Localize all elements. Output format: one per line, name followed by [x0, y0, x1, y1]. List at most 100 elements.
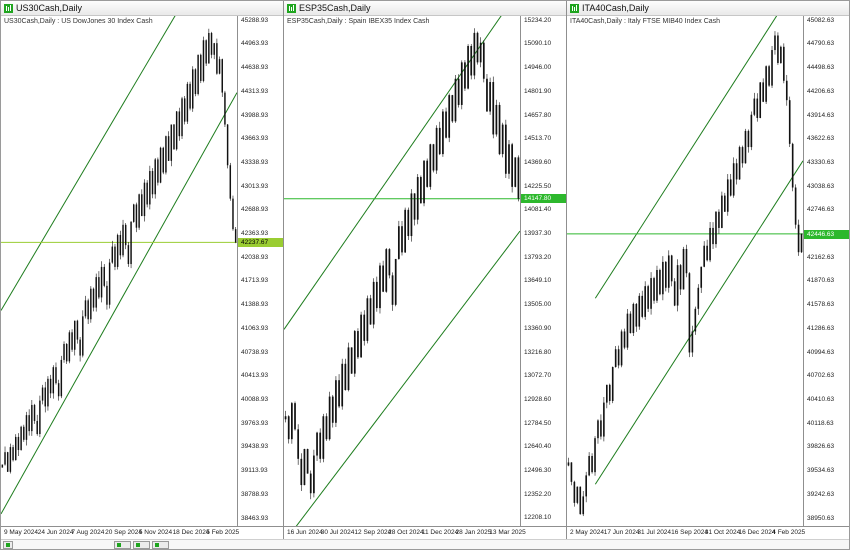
date-axis-label: 7 Aug 2024	[71, 529, 105, 536]
trendline[interactable]	[1, 92, 237, 515]
chart-plot-area[interactable]: ESP35Cash,Daily : Spain IBEX35 Index Cas…	[284, 16, 520, 526]
price-axis[interactable]: 45082.63 44790.63 44498.63 44206.63 43914.63…	[803, 16, 849, 526]
candle-body	[724, 195, 726, 212]
chart-window-title: ESP35Cash,Daily	[299, 3, 371, 13]
candle-body	[517, 157, 520, 199]
price-axis-label: 39438.93	[241, 443, 269, 451]
candle-body	[407, 209, 410, 237]
price-axis[interactable]: 15234.20 15090.10 14946.00 14801.90 14657.80…	[520, 16, 566, 526]
candle-body	[495, 104, 498, 135]
candle-body	[60, 359, 63, 397]
candle-body	[388, 249, 391, 276]
candle-body	[656, 269, 658, 301]
candlestick-chart[interactable]	[567, 16, 803, 526]
date-axis[interactable]: 2 May 2024 17 Jun 2024 31 Jul 2024 16 Sep 2…	[567, 526, 849, 539]
price-axis-label: 14946.00	[524, 64, 552, 72]
candle-body	[186, 83, 189, 122]
candle-body	[744, 130, 747, 164]
date-axis-label: 18 Dec 2024	[172, 529, 210, 536]
chart-plot-area[interactable]: ITA40Cash,Daily : Italy FTSE MIB40 Index…	[567, 16, 803, 526]
date-axis-label: 28 Jan 2025	[455, 529, 492, 536]
candle-body	[189, 83, 191, 109]
candle-body	[234, 229, 237, 243]
candle-body	[294, 403, 296, 430]
date-axis[interactable]: 9 May 2024 24 Jun 2024 7 Aug 2024 20 Sep 20…	[1, 526, 283, 539]
candle-body	[579, 486, 582, 515]
candle-body	[229, 165, 232, 199]
candle-body	[232, 198, 234, 230]
candle-body	[632, 303, 635, 334]
chart-icon	[4, 3, 13, 13]
candle-body	[759, 82, 762, 118]
candle-body	[688, 273, 691, 353]
trendline[interactable]	[284, 230, 520, 526]
chart-window-titlebar[interactable]: ESP35Cash,Daily	[284, 1, 566, 16]
candle-body	[284, 416, 287, 420]
candle-body	[319, 432, 322, 459]
candle-body	[738, 147, 741, 180]
candlestick-series	[567, 31, 803, 517]
candle-body	[588, 455, 590, 476]
candle-body	[28, 415, 30, 432]
candle-body	[338, 380, 340, 407]
chart-symbol-label: ESP35Cash,Daily : Spain IBEX35 Index Cas…	[287, 18, 430, 25]
trendline[interactable]	[1, 16, 237, 311]
candle-body	[165, 136, 167, 173]
price-axis-label: 44638.93	[241, 64, 269, 72]
minimized-chart-button[interactable]	[114, 541, 131, 549]
chart-window-title: US30Cash,Daily	[16, 3, 83, 13]
trendline[interactable]	[594, 16, 803, 299]
candle-body	[95, 277, 97, 308]
chart-plot-area[interactable]: US30Cash,Daily : US DowJones 30 Index Ca…	[1, 16, 237, 526]
price-axis-label: 38950.63	[807, 514, 835, 522]
candle-body	[87, 300, 89, 320]
candle-body	[322, 416, 325, 459]
candle-body	[641, 295, 644, 317]
chart-icon	[117, 543, 121, 547]
candle-body	[582, 496, 585, 515]
chart-window-titlebar[interactable]: ITA40Cash,Daily	[567, 1, 849, 16]
candle-body	[606, 384, 608, 403]
minimized-chart-button[interactable]	[133, 541, 150, 549]
candle-body	[635, 303, 638, 327]
date-axis-label: 5 Nov 2024	[138, 529, 173, 536]
trendline[interactable]	[594, 160, 803, 485]
chart-icon	[570, 3, 579, 13]
price-axis-label: 38463.93	[241, 514, 269, 522]
candle-body	[774, 35, 776, 51]
candle-body	[700, 266, 703, 288]
minimized-chart-button[interactable]	[152, 541, 169, 549]
candle-body	[291, 403, 293, 440]
price-axis-label: 38788.93	[241, 490, 269, 498]
candle-body	[768, 66, 770, 86]
candle-body	[47, 378, 49, 407]
price-axis[interactable]: 45288.93 44963.93 44638.93 44313.93 43988.93…	[237, 16, 283, 526]
candle-body	[202, 40, 205, 81]
price-axis-label: 14225.50	[524, 182, 552, 190]
candle-body	[448, 95, 451, 138]
candle-body	[224, 92, 226, 125]
candlestick-chart[interactable]	[284, 16, 520, 526]
candle-body	[426, 160, 429, 187]
candle-body	[800, 233, 803, 253]
date-axis-label: 4 Feb 2025	[772, 529, 806, 536]
candle-body	[486, 78, 488, 112]
minimized-chart-button[interactable]	[3, 541, 13, 549]
date-axis[interactable]: 16 Jun 2024 30 Jul 2024 12 Sep 2024 28 Oct …	[284, 526, 566, 539]
candle-body	[41, 387, 44, 401]
price-axis-label: 41713.93	[241, 277, 269, 285]
candle-body	[454, 78, 457, 122]
candle-body	[504, 124, 507, 174]
candle-body	[335, 380, 337, 423]
chart-window-titlebar[interactable]: US30Cash,Daily	[1, 1, 283, 16]
candle-body	[84, 300, 87, 317]
price-axis-label: 14657.80	[524, 111, 552, 119]
candlestick-chart[interactable]	[1, 16, 237, 526]
candle-body	[709, 227, 711, 261]
candle-body	[457, 78, 460, 105]
candle-body	[498, 104, 501, 155]
candle-body	[328, 396, 331, 440]
candle-body	[183, 98, 186, 122]
candle-body	[670, 255, 673, 282]
price-axis-label: 42038.93	[241, 253, 269, 261]
